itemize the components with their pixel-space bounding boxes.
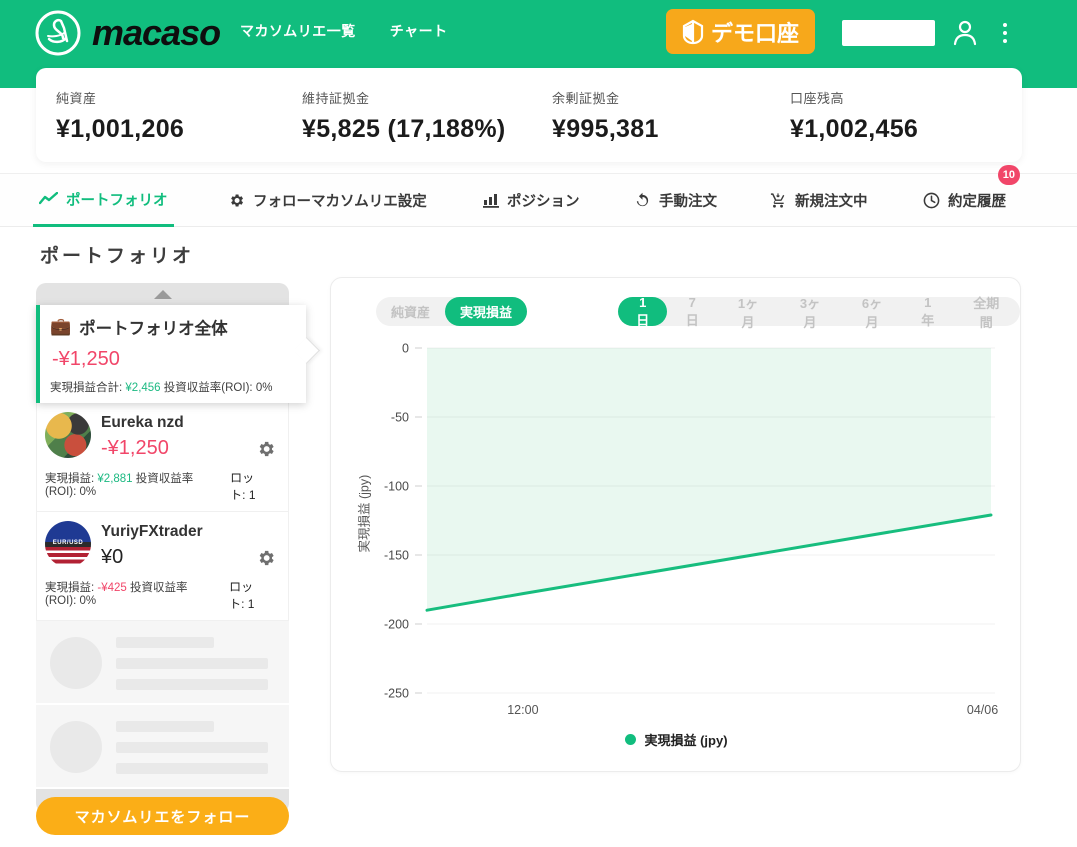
- svg-text:-150: -150: [384, 549, 409, 563]
- range-3months[interactable]: 3ヶ月: [779, 296, 841, 330]
- stat-net-assets: 純資産 ¥1,001,206: [56, 91, 185, 143]
- section-tabbar: ポートフォリオ フォローマカソムリエ設定 ポジション 手動注文 新規注文中: [0, 165, 1077, 227]
- overflow-menu-icon[interactable]: [998, 20, 1012, 46]
- realized-pl-area-chart: 0 -50 -100 -150 -200 -250 12:00 04/06: [384, 342, 998, 718]
- arrow-up-icon: [153, 289, 172, 299]
- history-count-badge: 10: [997, 165, 1020, 185]
- stat-free-margin: 余剰証拠金 ¥995,381: [552, 91, 659, 143]
- nav-chart[interactable]: チャート: [389, 23, 448, 39]
- legend-label: 実現損益 (jpy): [644, 733, 728, 748]
- avatar: EUR/USD: [45, 521, 91, 567]
- summary-realized-row: 実現損益合計: ¥2,456 投資収益率(ROI): 0%: [50, 382, 273, 394]
- toggle-realized-pl[interactable]: 実現損益: [445, 297, 528, 326]
- follow-sommelier-button[interactable]: マカソムリエをフォロー: [36, 797, 289, 835]
- chart-panel: 純資産 実現損益 1日 7日 1ヶ月 3ヶ月 6ヶ月 1年 全期間 実現損益 (…: [330, 277, 1021, 772]
- range-1year[interactable]: 1年: [903, 295, 952, 328]
- avatar: [45, 412, 91, 458]
- svg-text:04/06: 04/06: [967, 703, 998, 717]
- portfolio-summary-card[interactable]: 💼 ポートフォリオ全体 -¥1,250 実現損益合計: ¥2,456 投資収益率…: [36, 305, 320, 403]
- item-realized-row: 実現損益: ¥2,881 投資収益率(ROI): 0% ロット: 1: [45, 471, 256, 502]
- item-value: -¥1,250: [101, 437, 169, 459]
- chart-y-axis-label: 実現損益 (jpy): [357, 474, 372, 553]
- svg-text:-100: -100: [384, 480, 409, 494]
- range-6months[interactable]: 6ヶ月: [841, 296, 903, 330]
- demo-account-button[interactable]: デモ口座: [666, 9, 816, 54]
- range-toggle-group: 1日 7日 1ヶ月 3ヶ月 6ヶ月 1年 全期間: [618, 295, 1020, 330]
- cart-icon: [770, 193, 785, 208]
- bar-chart-icon: [483, 194, 499, 208]
- briefcase-icon: 💼: [50, 317, 72, 336]
- refresh-icon: [636, 192, 649, 207]
- item-settings-gear-icon[interactable]: [256, 439, 276, 459]
- page-title: ポートフォリオ: [40, 246, 195, 267]
- line-chart-icon: [39, 192, 58, 205]
- summary-title: ポートフォリオ全体: [79, 320, 228, 338]
- stat-account-balance: 口座残高 ¥1,002,456: [790, 91, 919, 143]
- svg-text:-250: -250: [384, 687, 409, 701]
- range-all[interactable]: 全期間: [952, 296, 1020, 330]
- tab-positions[interactable]: ポジション: [477, 174, 586, 227]
- item-settings-gear-icon[interactable]: [256, 548, 276, 568]
- selected-pointer: [293, 337, 320, 364]
- chart-legend: 実現損益 (jpy): [331, 730, 1022, 749]
- range-1month[interactable]: 1ヶ月: [717, 296, 779, 330]
- gear-icon: [231, 194, 243, 207]
- loading-placeholder-item: [36, 705, 289, 789]
- stat-maintenance-margin: 維持証拠金 ¥5,825 (17,188%): [302, 91, 506, 143]
- macaso-swan-icon: [35, 10, 81, 56]
- account-stats-card: 純資産 ¥1,001,206 維持証拠金 ¥5,825 (17,188%) 余剰…: [36, 68, 1022, 162]
- portfolio-list: 💼 ポートフォリオ全体 -¥1,250 実現損益合計: ¥2,456 投資収益率…: [36, 283, 320, 813]
- svg-text:-200: -200: [384, 618, 409, 632]
- svg-text:-50: -50: [391, 411, 409, 425]
- tab-manual-order[interactable]: 手動注文: [628, 174, 723, 227]
- tab-execution-history[interactable]: 約定履歴 10: [917, 165, 1020, 227]
- item-realized-row: 実現損益: -¥425 投資収益率(ROI): 0% ロット: 1: [45, 580, 255, 611]
- item-name: YuriyFXtrader: [101, 523, 203, 540]
- metric-toggle-group: 純資産 実現損益: [376, 297, 528, 326]
- item-value: ¥0: [101, 546, 124, 568]
- portfolio-item[interactable]: Eureka nzd -¥1,250 実現損益: ¥2,881 投資収益率(RO…: [36, 403, 289, 512]
- legend-dot-icon: [625, 734, 637, 745]
- account-name-redacted: [842, 20, 935, 46]
- summary-value: -¥1,250: [52, 348, 120, 370]
- logo[interactable]: macaso: [34, 9, 221, 57]
- nav-sommelier-list[interactable]: マカソムリエ一覧: [240, 23, 356, 39]
- user-profile-icon[interactable]: [952, 18, 978, 46]
- logo-text: macaso: [92, 12, 221, 53]
- range-7days[interactable]: 7日: [667, 295, 716, 328]
- top-navigation: マカソムリエ一覧 チャート: [240, 0, 448, 62]
- svg-text:0: 0: [402, 342, 409, 356]
- portfolio-item[interactable]: EUR/USD YuriyFXtrader ¥0 実現損益: -¥425 投資収…: [36, 512, 289, 621]
- beginner-mark-icon: [682, 19, 704, 44]
- loading-placeholder-item: [36, 621, 289, 705]
- clock-icon: [923, 192, 940, 209]
- tab-follow-settings[interactable]: フォローマカソムリエ設定: [222, 174, 433, 227]
- svg-text:12:00: 12:00: [507, 703, 538, 717]
- range-1day[interactable]: 1日: [618, 295, 668, 328]
- tab-new-orders[interactable]: 新規注文中: [763, 174, 874, 227]
- scroll-up-control[interactable]: [36, 283, 289, 305]
- item-name: Eureka nzd: [101, 414, 184, 431]
- toggle-net-assets[interactable]: 純資産: [376, 297, 445, 326]
- tab-portfolio[interactable]: ポートフォリオ: [33, 174, 174, 227]
